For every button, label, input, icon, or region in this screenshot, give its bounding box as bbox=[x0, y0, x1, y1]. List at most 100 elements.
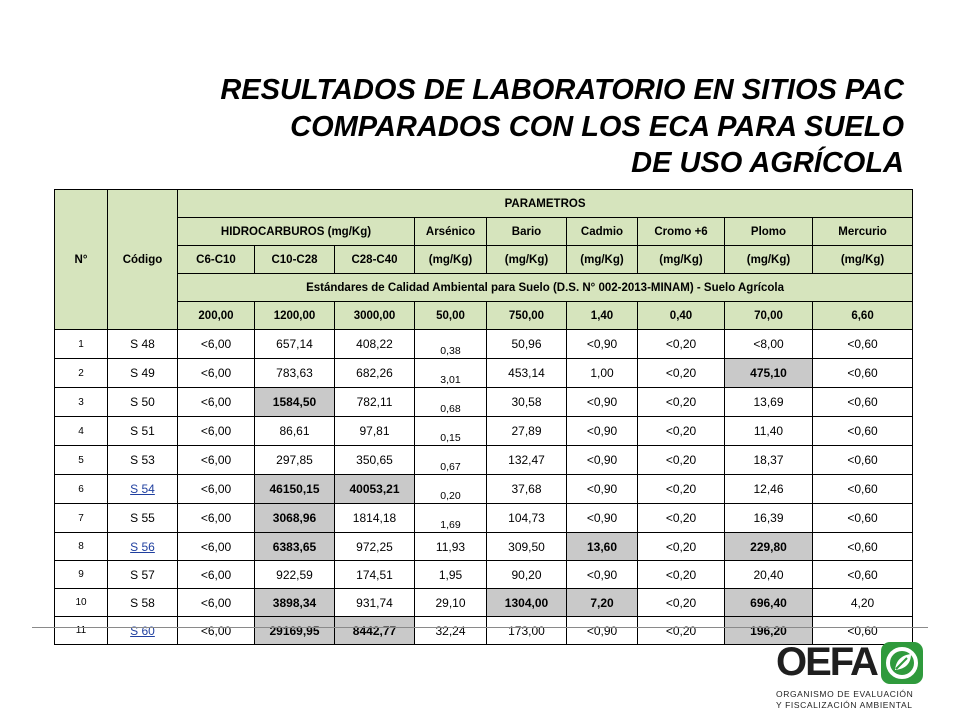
standard-label: Estándares de Calidad Ambiental para Sue… bbox=[176, 273, 914, 302]
sample-code: S 58 bbox=[107, 588, 178, 617]
table-cell: <6,00 bbox=[177, 503, 255, 533]
title-line-1: RESULTADOS DE LABORATORIO EN SITIOS PAC bbox=[220, 74, 904, 106]
logo-subtitle-line-2: Y FISCALIZACIÓN AMBIENTAL bbox=[776, 700, 913, 710]
standard-value: 750,00 bbox=[486, 301, 567, 330]
header-row-parametros: N° Código PARAMETROS bbox=[54, 189, 914, 330]
sample-code: S 50 bbox=[107, 387, 178, 417]
table-cell: 682,26 bbox=[334, 358, 415, 388]
row-number: 9 bbox=[54, 560, 108, 589]
table-cell: <6,00 bbox=[177, 560, 255, 589]
header-parametros: PARAMETROS bbox=[176, 189, 914, 218]
table-cell: <0,20 bbox=[637, 416, 725, 446]
table-row: 10 S 58 <6,00 3898,34 931,74 29,10 1304,00 7,20… bbox=[54, 588, 914, 617]
standard-value: 70,00 bbox=[724, 301, 813, 330]
sample-code-link-text[interactable]: S 56 bbox=[130, 539, 155, 554]
col-header-code: Código bbox=[107, 189, 178, 330]
table-cell: <6,00 bbox=[177, 588, 255, 617]
header-param: Plomo bbox=[724, 217, 813, 246]
sample-code-link[interactable]: S 54 bbox=[107, 474, 178, 504]
row-number: 7 bbox=[54, 503, 108, 533]
header-row-standards: 200,00 1200,00 3000,00 50,00 750,00 1,40… bbox=[55, 301, 914, 330]
table-cell: <0,60 bbox=[811, 560, 914, 589]
col-header-number: N° bbox=[54, 189, 108, 330]
table-cell: 40053,21 bbox=[334, 474, 415, 504]
table-cell: 11,40 bbox=[724, 416, 813, 446]
table-cell: <0,60 bbox=[811, 474, 914, 504]
sample-code-link[interactable]: S 56 bbox=[107, 532, 178, 561]
table-cell: 657,14 bbox=[254, 329, 335, 359]
table-cell: <0,90 bbox=[566, 387, 638, 417]
row-number: 1 bbox=[54, 329, 108, 359]
standard-value: 50,00 bbox=[414, 301, 487, 330]
table-cell: <0,60 bbox=[811, 329, 914, 359]
header-sub: (mg/Kg) bbox=[724, 245, 813, 274]
table-cell: 0,67 bbox=[414, 445, 487, 475]
table-cell: 7,20 bbox=[566, 588, 638, 617]
table-cell: 972,25 bbox=[334, 532, 415, 561]
sample-code: S 49 bbox=[107, 358, 178, 388]
row-number: 5 bbox=[54, 445, 108, 475]
table-cell: <0,20 bbox=[637, 387, 725, 417]
table-cell: 3898,34 bbox=[254, 588, 335, 617]
table-cell: 229,80 bbox=[724, 532, 813, 561]
table-cell: 18,37 bbox=[724, 445, 813, 475]
table-cell: 4,20 bbox=[811, 588, 914, 617]
table-cell: <0,90 bbox=[566, 616, 638, 645]
sample-code-link-text[interactable]: S 54 bbox=[130, 482, 155, 496]
table-cell: 86,61 bbox=[254, 416, 335, 446]
table-cell: <0,20 bbox=[637, 445, 725, 475]
table-cell: 0,15 bbox=[414, 416, 487, 446]
table-cell: 32,24 bbox=[414, 616, 487, 645]
leaf-icon bbox=[881, 642, 923, 684]
footer-divider bbox=[32, 627, 928, 628]
table-cell: <0,20 bbox=[637, 532, 725, 561]
sample-code-link-text[interactable]: S 60 bbox=[130, 623, 155, 638]
table-cell: 297,85 bbox=[254, 445, 335, 475]
header-param: Cadmio bbox=[566, 217, 638, 246]
table-cell: <0,60 bbox=[811, 358, 914, 388]
table-cell: 13,60 bbox=[566, 532, 638, 561]
logo-subtitle: ORGANISMO DE EVALUACIÓN Y FISCALIZACIÓN … bbox=[776, 689, 913, 711]
table-cell: 475,10 bbox=[724, 358, 813, 388]
table-cell: 931,74 bbox=[334, 588, 415, 617]
header-param: Mercurio bbox=[811, 217, 914, 246]
table-cell: <6,00 bbox=[177, 329, 255, 359]
table-cell: 37,68 bbox=[486, 474, 567, 504]
sample-code: S 57 bbox=[107, 560, 178, 589]
table-cell: 309,50 bbox=[486, 532, 567, 561]
table-cell: 6383,65 bbox=[254, 532, 335, 561]
table-cell: 1,69 bbox=[414, 503, 487, 533]
header-sub: (mg/Kg) bbox=[637, 245, 725, 274]
standard-value: 1200,00 bbox=[254, 301, 335, 330]
table-cell: 46150,15 bbox=[254, 474, 335, 504]
row-number: 2 bbox=[54, 358, 108, 388]
table-cell: <6,00 bbox=[177, 532, 255, 561]
table-cell: 3068,96 bbox=[254, 503, 335, 533]
table-cell: <8,00 bbox=[724, 329, 813, 359]
header-sub: C10-C28 bbox=[254, 245, 335, 274]
header-hidrocarburos: HIDROCARBUROS (mg/Kg) bbox=[177, 217, 415, 246]
header-row-standard-label: Estándares de Calidad Ambiental para Sue… bbox=[55, 273, 914, 302]
standard-value: 3000,00 bbox=[334, 301, 415, 330]
table-cell: 27,89 bbox=[486, 416, 567, 446]
table-cell: 8442,77 bbox=[334, 616, 415, 645]
table-cell: 922,59 bbox=[254, 560, 335, 589]
table-cell: 12,46 bbox=[724, 474, 813, 504]
sample-code-link[interactable]: S 60 bbox=[107, 616, 178, 645]
table-cell: <6,00 bbox=[177, 474, 255, 504]
standard-value: 6,60 bbox=[811, 301, 914, 330]
table-cell: <0,90 bbox=[566, 560, 638, 589]
table-cell: 3,01 bbox=[414, 358, 487, 388]
table-cell: 1304,00 bbox=[486, 588, 567, 617]
table-cell: 782,11 bbox=[334, 387, 415, 417]
logo-subtitle-line-1: ORGANISMO DE EVALUACIÓN bbox=[776, 689, 914, 699]
row-number: 8 bbox=[54, 532, 108, 561]
table-cell: 350,65 bbox=[334, 445, 415, 475]
table-cell: <0,60 bbox=[811, 532, 914, 561]
oefa-logo: OEFA ORGANISMO DE EVALUACIÓN Y FISCALIZA… bbox=[776, 638, 926, 716]
table-cell: <0,20 bbox=[637, 503, 725, 533]
